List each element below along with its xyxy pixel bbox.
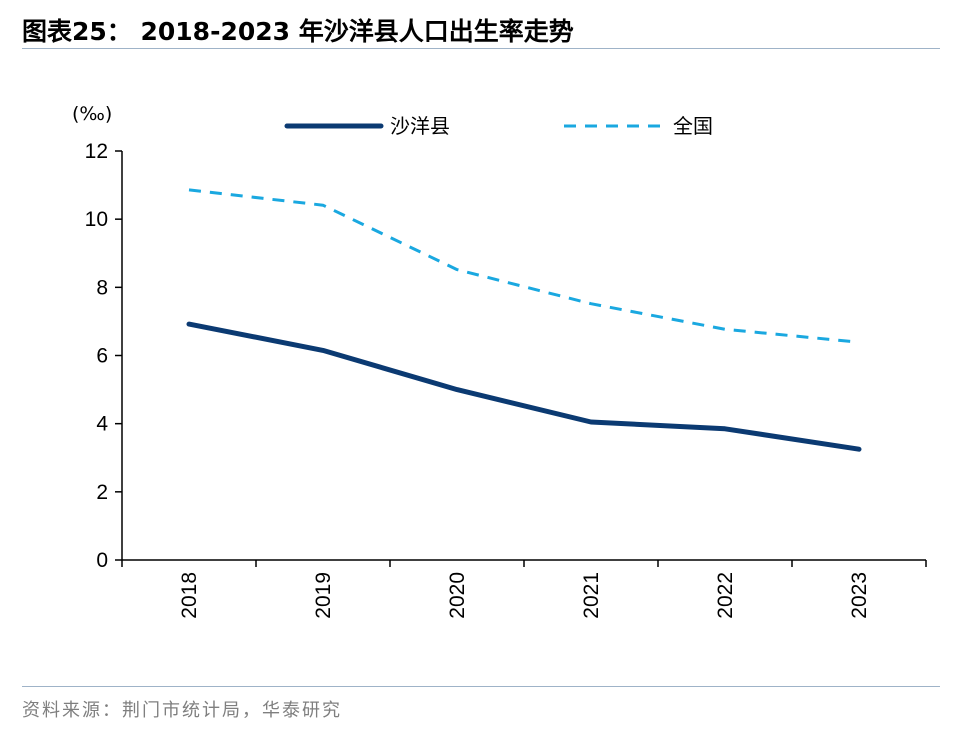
series-line xyxy=(188,188,860,344)
legend-label: 全国 xyxy=(673,114,713,138)
x-tick-label: 2023 xyxy=(848,572,871,619)
y-tick-label: 4 xyxy=(96,413,108,436)
y-axis-unit: (‰) xyxy=(72,103,112,125)
y-tick-label: 2 xyxy=(96,481,108,504)
x-axis-ticks: 2018 2019 2020 2021 2022 2023 xyxy=(121,560,927,619)
x-tick-label: 2020 xyxy=(446,572,469,619)
axes xyxy=(121,151,926,561)
y-tick-label: 10 xyxy=(85,208,108,231)
legend-label: 沙洋县 xyxy=(390,114,450,138)
chart-title: 图表25： 2018-2023 年沙洋县人口出生率走势 xyxy=(22,17,574,46)
source-note: 资料来源：荆门市统计局，华泰研究 xyxy=(22,700,342,721)
legend: 沙洋县 全国 xyxy=(284,114,713,138)
x-tick-label: 2022 xyxy=(714,572,737,619)
y-tick-label: 0 xyxy=(96,549,108,572)
y-axis-ticks: 0 2 4 6 8 10 12 xyxy=(85,140,122,572)
y-tick-label: 12 xyxy=(85,140,108,163)
y-tick-label: 6 xyxy=(96,345,108,368)
y-tick-label: 8 xyxy=(96,276,108,299)
x-tick-label: 2021 xyxy=(580,572,603,619)
x-tick-label: 2019 xyxy=(312,572,335,619)
series-lines xyxy=(186,188,862,452)
series-line xyxy=(186,321,862,452)
x-tick-label: 2018 xyxy=(178,572,201,619)
top-divider xyxy=(22,48,940,49)
bottom-divider xyxy=(22,686,940,687)
